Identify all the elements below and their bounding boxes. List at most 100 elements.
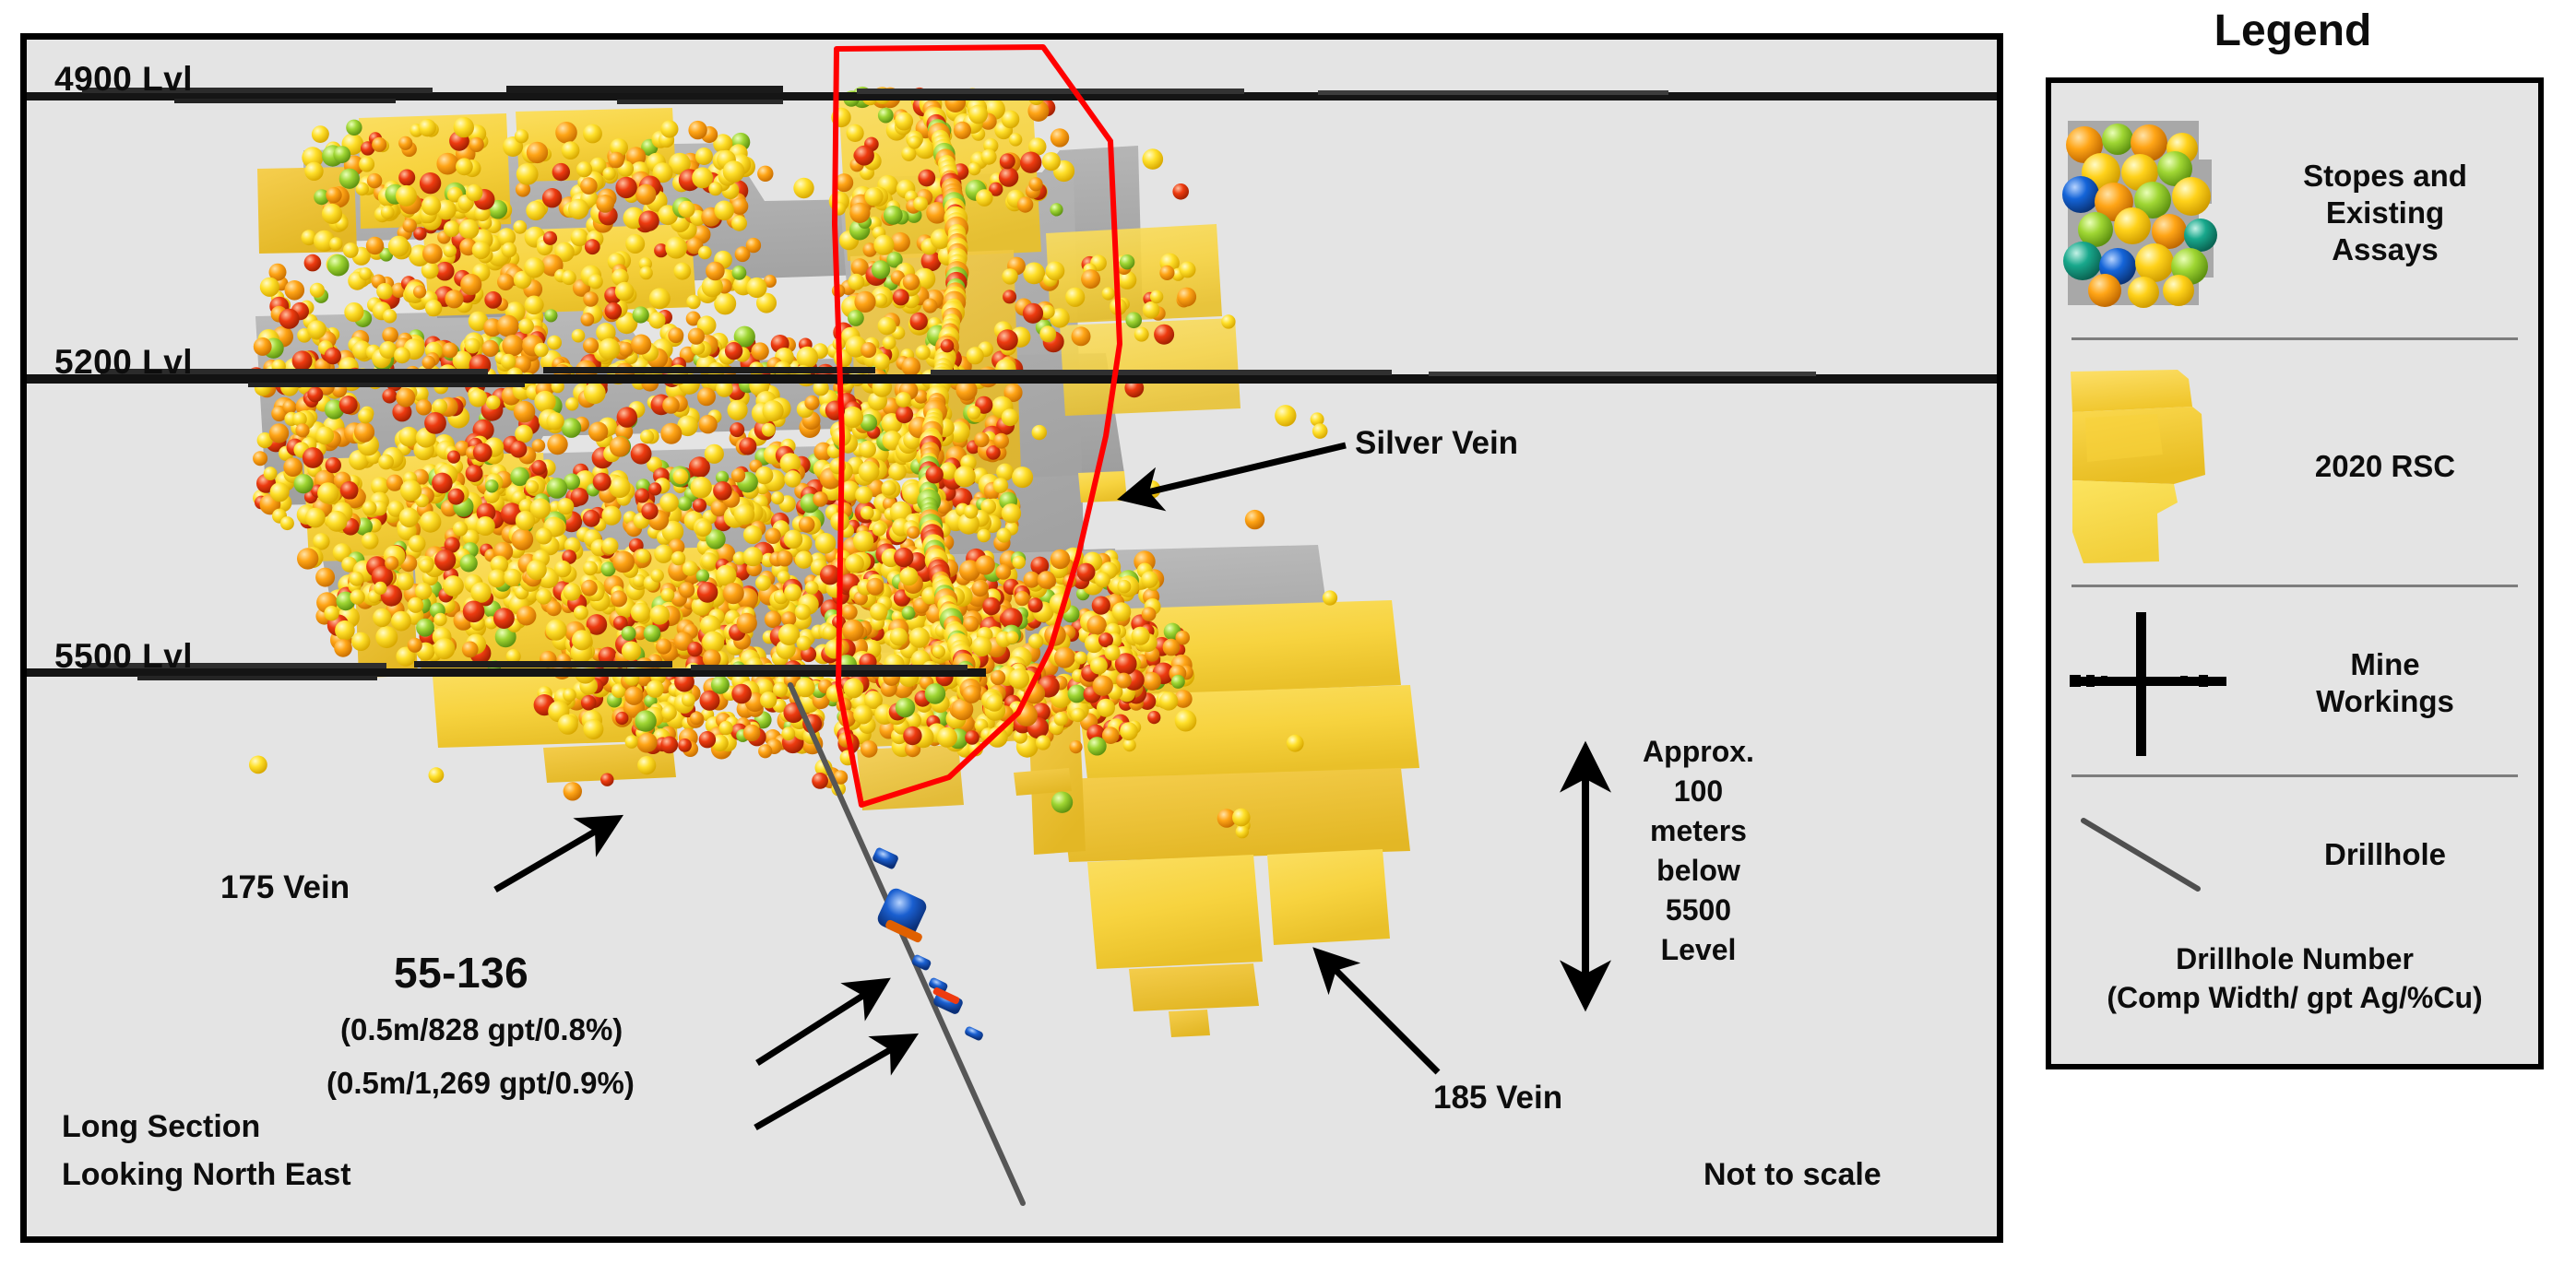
legend-label-mine-workings: Mine Workings [2316, 646, 2454, 718]
assay-sphere [648, 288, 671, 310]
assay-sphere [1008, 668, 1030, 690]
assay-sphere [778, 623, 801, 645]
assay-sphere [1091, 596, 1110, 615]
assay-sphere [716, 470, 730, 484]
assay-sphere [804, 395, 820, 410]
assay-sphere [635, 488, 650, 503]
assay-sphere [975, 555, 995, 575]
assay-sphere [660, 120, 679, 138]
depth-note-line: 5500 [1665, 893, 1732, 927]
assay-sphere [518, 318, 534, 335]
label-silver-vein: Silver Vein [1355, 425, 1519, 461]
assay-sphere [690, 477, 712, 499]
assay-sphere [630, 602, 651, 623]
assay-sphere [1041, 152, 1061, 171]
assay-sphere [452, 521, 469, 537]
assay-sphere [365, 236, 385, 255]
assay-sphere [408, 535, 426, 553]
assay-sphere [1081, 269, 1101, 289]
legend-item-mine-workings: Mine Workings [2051, 596, 2538, 771]
assay-sphere [596, 323, 616, 343]
assay-sphere [1159, 691, 1179, 711]
assay-sphere [761, 422, 776, 437]
assay-sphere [702, 649, 721, 668]
assay-sphere [932, 644, 945, 658]
assay-sphere [443, 243, 457, 258]
legend-divider [2071, 585, 2518, 587]
assay-sphere [882, 431, 903, 451]
assay-sphere [763, 275, 777, 288]
assay-sphere [396, 646, 416, 667]
assay-sphere [758, 744, 773, 759]
legend-footer-line1: Drillhole Number [2176, 942, 2414, 975]
assay-sphere [742, 525, 763, 545]
assay-sphere [472, 443, 493, 463]
assay-sphere [873, 293, 888, 307]
assay-sphere [459, 554, 478, 573]
assay-sphere [582, 509, 600, 527]
assay-sphere [563, 782, 582, 801]
assay-sphere [1050, 308, 1070, 328]
assay-sphere [1275, 405, 1297, 427]
assay-sphere [625, 234, 646, 254]
assay-sphere [461, 641, 479, 658]
assay-sphere [386, 474, 403, 491]
assay-sphere [632, 573, 647, 588]
assay-sphere [959, 560, 980, 582]
assay-sphere [930, 229, 951, 250]
assay-sphere [589, 157, 607, 174]
assay-sphere [531, 459, 547, 476]
assay-sphere [442, 342, 458, 359]
assay-sphere [731, 683, 752, 704]
assay-sphere [484, 291, 503, 309]
assay-sphere [733, 503, 755, 526]
assay-sphere [781, 727, 796, 741]
assay-sphere [765, 527, 781, 544]
assay-sphere [534, 390, 556, 413]
assay-sphere [1005, 631, 1019, 644]
assay-sphere [1050, 128, 1070, 148]
legend-title: Legend [2214, 6, 2372, 55]
level-label-5200: 5200 Lvl [54, 343, 194, 381]
assay-sphere [646, 679, 664, 698]
assay-sphere [346, 119, 362, 136]
assay-sphere [469, 136, 484, 152]
assay-sphere [926, 202, 948, 224]
assay-sphere [751, 342, 769, 360]
assay-sphere [920, 251, 942, 272]
assay-sphere [992, 478, 1009, 493]
assay-sphere [580, 177, 598, 195]
assay-sphere [993, 432, 1009, 449]
assay-sphere [696, 582, 718, 603]
assay-sphere [583, 124, 602, 144]
assay-sphere [871, 260, 891, 279]
assay-sphere [1286, 734, 1304, 752]
assay-sphere [602, 167, 616, 181]
mine-working-level-5200 [27, 367, 1997, 387]
assay-sphere [638, 210, 659, 231]
assay-sphere [1028, 633, 1044, 649]
assay-sphere [635, 183, 657, 206]
assay-sphere [524, 257, 545, 278]
assay-sphere [513, 400, 536, 423]
assay-sphere [387, 235, 410, 257]
assay-sphere [924, 683, 946, 704]
assay-sphere [611, 590, 627, 608]
assay-sphere [555, 122, 577, 144]
assay-sphere [402, 219, 417, 233]
assay-sphere [253, 451, 268, 467]
assay-sphere [637, 756, 657, 775]
level-label-5500: 5500 Lvl [54, 637, 194, 675]
assay-sphere [1012, 555, 1026, 570]
assay-sphere [907, 526, 920, 539]
assay-sphere [326, 254, 350, 277]
assay-sphere [899, 567, 919, 586]
assay-sphere [609, 476, 631, 499]
assay-sphere [268, 263, 287, 281]
assay-sphere [966, 347, 984, 365]
assay-sphere [820, 564, 840, 585]
assay-sphere [263, 467, 278, 480]
arrow-intercept-2 [754, 1033, 920, 1131]
assay-sphere [1122, 738, 1136, 752]
silver-vein-outline [832, 44, 1122, 808]
